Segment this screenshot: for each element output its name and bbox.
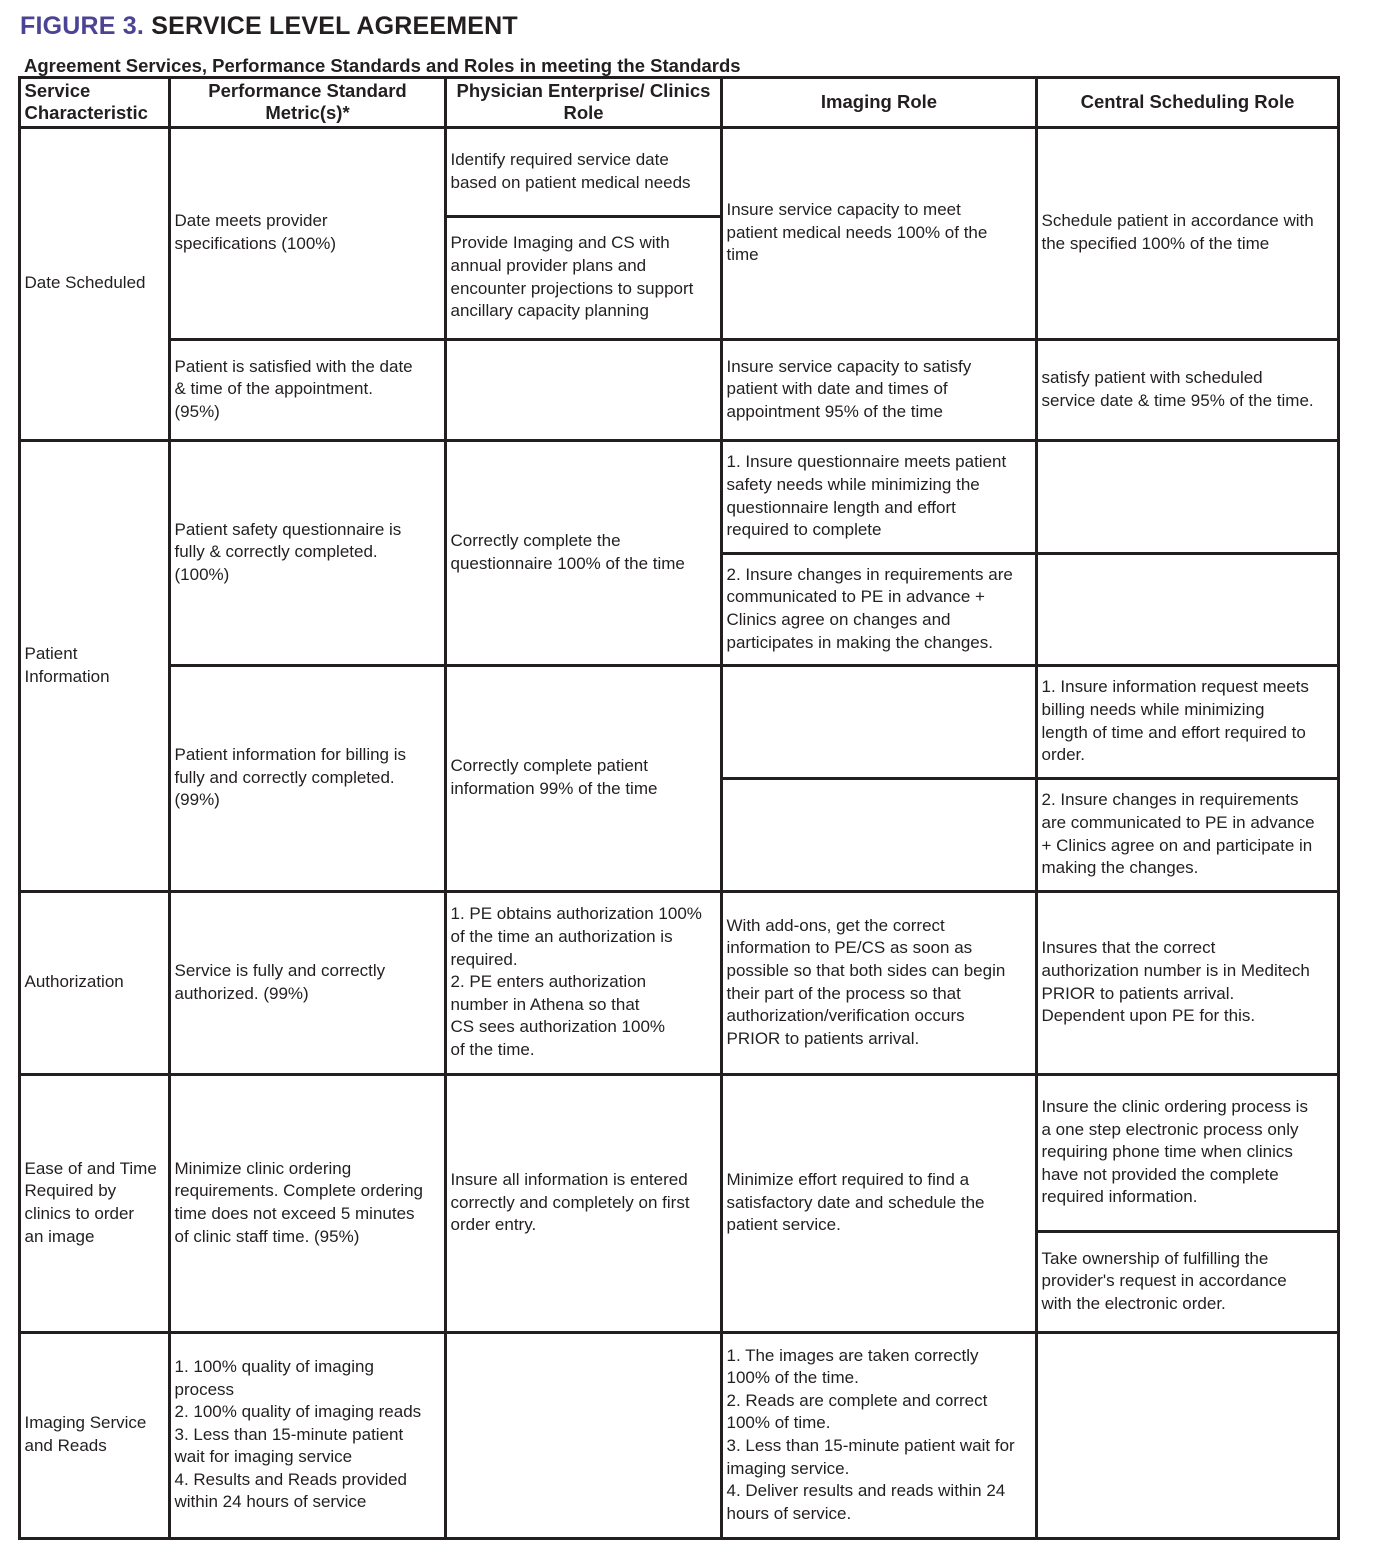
metric-cell: Patient safety questionnaire is fully & … bbox=[167, 438, 447, 667]
pe-role-cell: Correctly complete patient information 9… bbox=[443, 663, 723, 893]
pe-role-cell: Identify required service date based on … bbox=[443, 125, 723, 218]
row-label-date-scheduled: Date Scheduled bbox=[17, 125, 171, 442]
header-imaging-role: Imaging Role bbox=[719, 75, 1038, 129]
imaging-role-cell: Minimize effort required to find a satis… bbox=[719, 1072, 1038, 1334]
cs-role-cell: satisfy patient with scheduled service d… bbox=[1034, 337, 1340, 442]
header-central-scheduling-role: Central Scheduling Role bbox=[1034, 75, 1340, 129]
figure-number: FIGURE 3. bbox=[20, 12, 145, 40]
pe-role-cell bbox=[443, 1330, 723, 1540]
metric-cell: Date meets provider specifications (100%… bbox=[167, 125, 447, 341]
metric-cell: 1. 100% quality of imaging process 2. 10… bbox=[167, 1330, 447, 1540]
pe-role-cell: 1. PE obtains authorization 100% of the … bbox=[443, 889, 723, 1076]
imaging-role-cell bbox=[719, 776, 1038, 893]
header-service-characteristic: Service Characteristic bbox=[17, 75, 171, 129]
table-caption: Agreement Services, Performance Standard… bbox=[24, 55, 741, 76]
cs-role-cell: Schedule patient in accordance with the … bbox=[1034, 125, 1340, 341]
row-label-ease-of-ordering: Ease of and Time Required by clinics to … bbox=[17, 1072, 171, 1334]
cs-role-cell: 1. Insure information request meets bill… bbox=[1034, 663, 1340, 780]
imaging-role-cell: 1. Insure questionnaire meets patient sa… bbox=[719, 438, 1038, 555]
metric-cell: Patient is satisfied with the date & tim… bbox=[167, 337, 447, 442]
row-label-authorization: Authorization bbox=[17, 889, 171, 1076]
cs-role-cell bbox=[1034, 551, 1340, 667]
figure-title: FIGURE 3. SERVICE LEVEL AGREEMENT bbox=[20, 12, 518, 41]
row-label-imaging-service: Imaging Service and Reads bbox=[17, 1330, 171, 1540]
imaging-role-cell: Insure service capacity to satisfy patie… bbox=[719, 337, 1038, 442]
pe-role-cell: Provide Imaging and CS with annual provi… bbox=[443, 214, 723, 341]
imaging-role-cell: 2. Insure changes in requirements are co… bbox=[719, 551, 1038, 667]
pe-role-cell: Insure all information is entered correc… bbox=[443, 1072, 723, 1334]
imaging-role-cell: With add-ons, get the correct informatio… bbox=[719, 889, 1038, 1076]
header-pe-clinics-role: Physician Enterprise/ Clinics Role bbox=[443, 75, 723, 129]
row-label-patient-information: Patient Information bbox=[17, 438, 171, 893]
header-performance-standard: Performance Standard Metric(s)* bbox=[167, 75, 447, 129]
metric-cell: Patient information for billing is fully… bbox=[167, 663, 447, 893]
cs-role-cell: Take ownership of fulfilling the provide… bbox=[1034, 1229, 1340, 1334]
imaging-role-cell: Insure service capacity to meet patient … bbox=[719, 125, 1038, 341]
pe-role-cell: Correctly complete the questionnaire 100… bbox=[443, 438, 723, 667]
metric-cell: Minimize clinic ordering requirements. C… bbox=[167, 1072, 447, 1334]
cs-role-cell: 2. Insure changes in requirements are co… bbox=[1034, 776, 1340, 893]
cs-role-cell bbox=[1034, 1330, 1340, 1540]
cs-role-cell bbox=[1034, 438, 1340, 555]
figure-title-text: SERVICE LEVEL AGREEMENT bbox=[144, 12, 518, 40]
imaging-role-cell bbox=[719, 663, 1038, 780]
pe-role-cell bbox=[443, 337, 723, 442]
imaging-role-cell: 1. The images are taken correctly 100% o… bbox=[719, 1330, 1038, 1540]
cs-role-cell: Insure the clinic ordering process is a … bbox=[1034, 1072, 1340, 1233]
cs-role-cell: Insures that the correct authorization n… bbox=[1034, 889, 1340, 1076]
metric-cell: Service is fully and correctly authorize… bbox=[167, 889, 447, 1076]
